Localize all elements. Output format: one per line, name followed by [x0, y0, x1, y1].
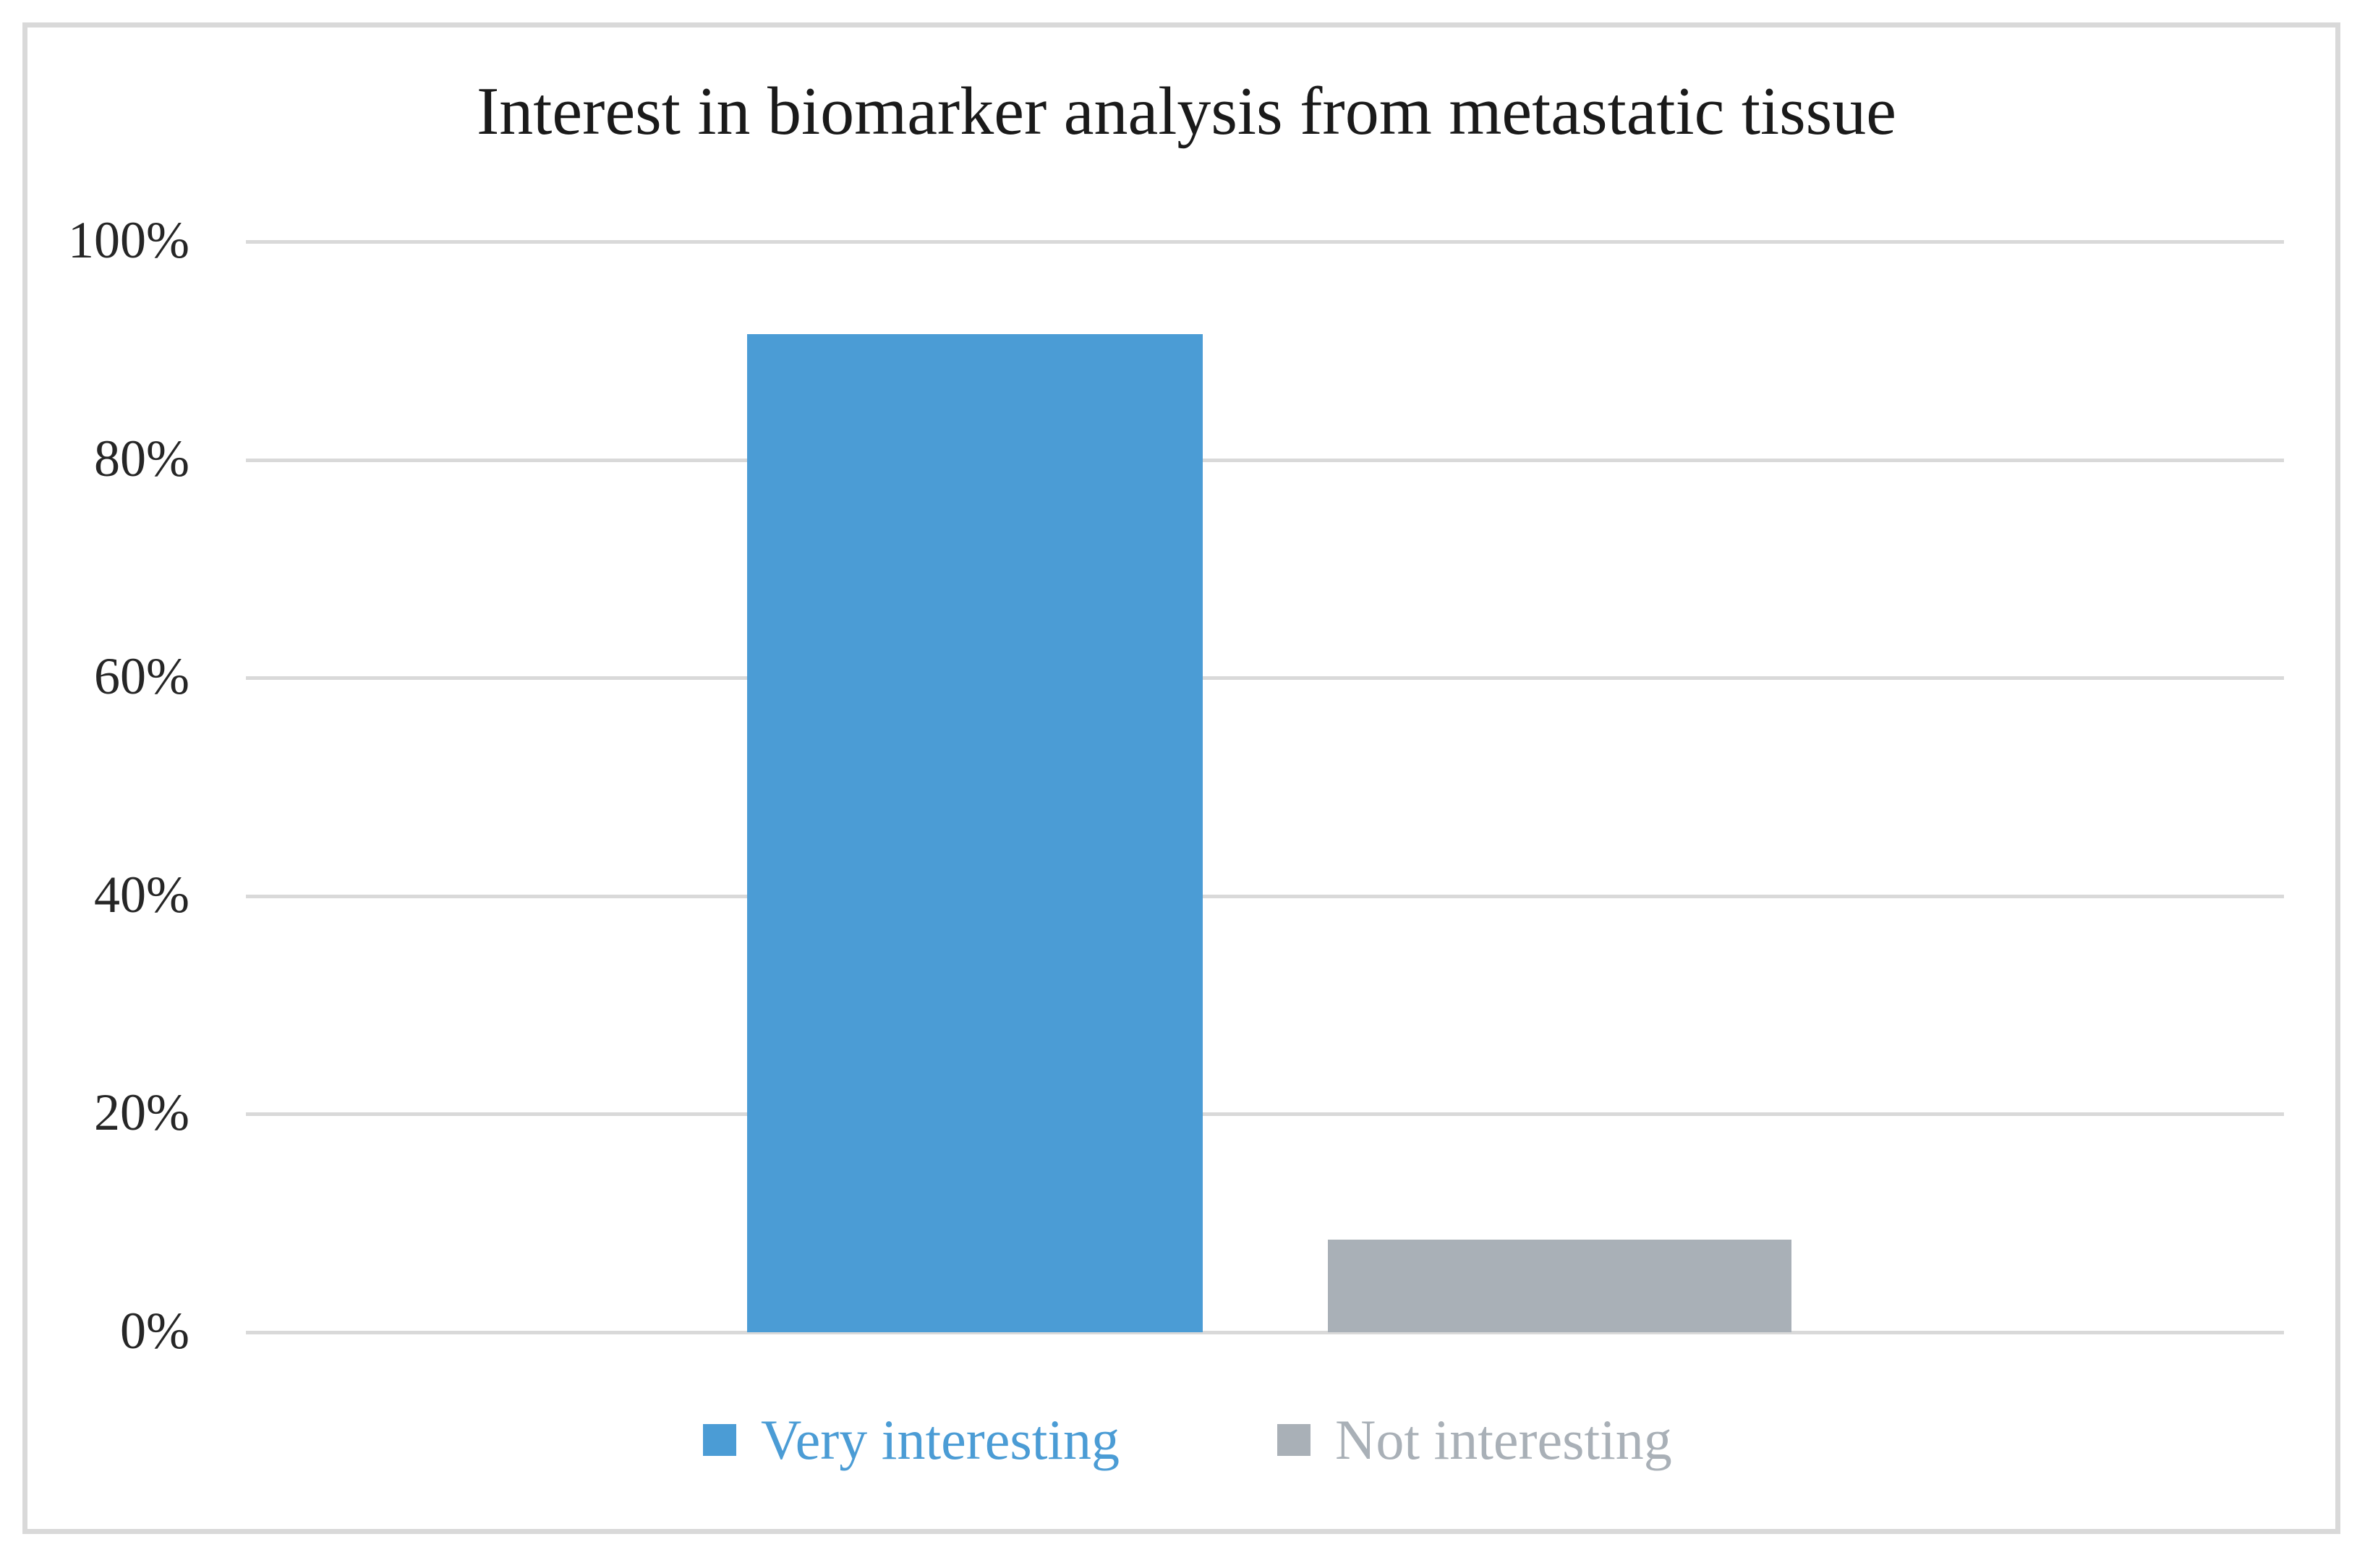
y-axis-tick-label: 80%	[94, 429, 189, 487]
y-axis-tick-label: 100%	[68, 210, 189, 269]
gridline	[246, 240, 2284, 244]
chart-title: Interest in biomarker analysis from meta…	[477, 74, 1896, 149]
legend: Very interesting Not interesting	[703, 1412, 1672, 1468]
gridline	[246, 1331, 2284, 1334]
gridline	[246, 458, 2284, 462]
legend-item-very-interesting: Very interesting	[703, 1412, 1120, 1468]
legend-label-very-interesting: Very interesting	[761, 1408, 1120, 1471]
legend-swatch-not-interesting-icon	[1277, 1424, 1311, 1456]
bar-very-interesting	[747, 334, 1203, 1332]
y-axis-tick-label: 0%	[120, 1301, 189, 1360]
legend-item-not-interesting: Not interesting	[1277, 1412, 1672, 1468]
y-axis-tick-label: 20%	[94, 1083, 189, 1142]
legend-label-not-interesting: Not interesting	[1335, 1408, 1672, 1471]
legend-swatch-very-interesting-icon	[703, 1424, 736, 1456]
y-axis-tick-label: 60%	[94, 647, 189, 706]
gridline	[246, 894, 2284, 898]
bar-not-interesting	[1328, 1240, 1791, 1332]
gridline	[246, 676, 2284, 681]
y-axis-tick-label: 40%	[94, 865, 189, 924]
gridline	[246, 1112, 2284, 1117]
